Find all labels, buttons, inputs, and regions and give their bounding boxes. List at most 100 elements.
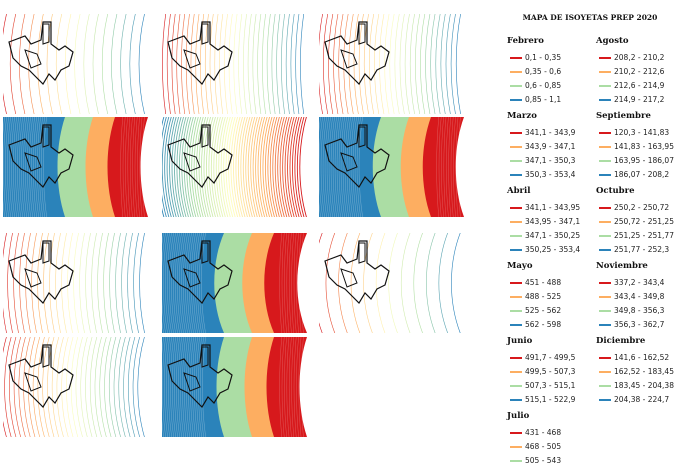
isohyet-line xyxy=(352,117,357,217)
legend-item: 214,9 - 217,2 xyxy=(596,93,682,107)
legend-item: 507,3 - 515,1 xyxy=(507,379,595,393)
legend-swatch xyxy=(510,71,522,73)
isohyet-line xyxy=(31,117,35,217)
isohyet-line xyxy=(21,117,25,217)
legend-item: 251,77 - 252,3 xyxy=(596,243,682,257)
legend-swatch xyxy=(599,57,611,59)
isohyet-line xyxy=(215,117,224,217)
legend-swatch xyxy=(599,371,611,373)
legend-swatch xyxy=(510,160,522,162)
municipality-outline xyxy=(183,242,209,288)
isohyet-line xyxy=(75,337,83,437)
legend-swatch xyxy=(599,146,611,148)
isohyet-line xyxy=(426,233,436,333)
isohyet-line xyxy=(274,117,283,217)
legend-swatch xyxy=(510,371,522,373)
isohyet-line xyxy=(300,14,305,114)
isohyet-line xyxy=(168,337,172,437)
isohyet-line xyxy=(328,14,334,114)
isohyet-line xyxy=(37,117,41,217)
legend-item-label: 451 - 488 xyxy=(525,278,562,287)
isohyet-line xyxy=(290,14,295,114)
region-boundary xyxy=(167,344,233,408)
legend-month-label: Octubre xyxy=(596,186,635,196)
isohyet-line xyxy=(171,233,176,333)
legend-column-left: Febrero 0,1 - 0,35 0,35 - 0,6 0,6 - 0,85 0,8… xyxy=(507,36,595,472)
legend-item: 356,3 - 362,7 xyxy=(596,318,682,332)
legend-item-label: 251,25 - 251,77 xyxy=(614,231,674,240)
legend-item: 204,38 - 224,7 xyxy=(596,393,682,407)
legend-group-agosto: Agosto 208,2 - 210,2 210,2 - 212,6 212,6 - … xyxy=(596,36,682,107)
isohyet-map-panel xyxy=(3,233,148,333)
isohyet-line xyxy=(262,117,271,217)
legend-swatch xyxy=(599,249,611,251)
isohyet-line xyxy=(162,117,167,217)
isohyet-line xyxy=(162,233,164,333)
isohyet-line xyxy=(123,337,131,437)
isohyet-line xyxy=(350,117,355,217)
isohyet-line xyxy=(363,233,373,333)
municipality-outline xyxy=(183,346,209,392)
isohyet-line xyxy=(85,233,91,333)
isohyet-line xyxy=(173,233,178,333)
legend-item-label: 186,07 - 208,2 xyxy=(614,170,670,179)
isohyet-line xyxy=(353,14,359,114)
municipality-outline xyxy=(340,126,366,172)
isohyet-line xyxy=(183,233,188,333)
legend-swatch xyxy=(510,221,522,223)
isohyet-map xyxy=(162,233,307,333)
legend-item: 341,1 - 343,95 xyxy=(507,201,595,215)
isohyet-line xyxy=(247,14,252,114)
isohyet-line xyxy=(164,117,172,217)
isohyet-line xyxy=(282,117,290,217)
isohyet-line xyxy=(267,117,275,217)
isohyet-line xyxy=(181,233,186,333)
isohyet-line xyxy=(272,117,280,217)
isohyet-line xyxy=(174,117,182,217)
legend-item-label: 163,95 - 186,07 xyxy=(614,156,674,165)
isohyet-line xyxy=(162,117,170,217)
legend-item: 251,25 - 251,77 xyxy=(596,229,682,243)
isohyet-line xyxy=(252,117,261,217)
legend-item: 141,83 - 163,95 xyxy=(596,140,682,154)
isohyet-line xyxy=(196,337,200,437)
isohyet-line xyxy=(67,233,73,333)
region-boundary xyxy=(8,21,74,85)
isohyet-line xyxy=(181,14,186,114)
isohyet-line xyxy=(172,337,176,437)
legend-swatch xyxy=(599,221,611,223)
isohyet-line xyxy=(379,14,385,114)
legend-swatch xyxy=(510,432,522,434)
isohyet-line xyxy=(252,14,257,114)
isohyet-line xyxy=(328,117,333,217)
isohyet-line xyxy=(17,117,21,217)
legend-item-label: 507,3 - 515,1 xyxy=(525,381,576,390)
legend-month-label: Agosto xyxy=(596,36,629,46)
legend: MAPA DE ISOYETAS PREP 2020 Febrero 0,1 - … xyxy=(505,0,682,465)
isohyet-line xyxy=(61,233,67,333)
isohyet-line xyxy=(323,14,329,114)
legend-group-julio: Julio 431 - 468 468 - 505 505 - 543 xyxy=(507,411,595,468)
legend-item-label: 120,3 - 141,83 xyxy=(614,128,670,137)
isohyet-map xyxy=(162,14,305,114)
legend-group-septiembre: Septiembre 120,3 - 141,83 141,83 - 163,95 1… xyxy=(596,111,682,182)
isohyet-line xyxy=(118,337,126,437)
isohyet-line xyxy=(420,14,426,114)
isohyet-line xyxy=(415,14,421,114)
legend-item: 451 - 488 xyxy=(507,276,595,290)
legend-swatch xyxy=(510,249,522,251)
isohyet-line xyxy=(193,117,202,217)
isohyet-line xyxy=(94,337,102,437)
legend-item: 343,95 - 347,1 xyxy=(507,215,595,229)
isohyet-line xyxy=(138,14,145,114)
isohyet-line xyxy=(186,117,194,217)
legend-item-label: 343,9 - 347,1 xyxy=(525,142,576,151)
isohyet-line xyxy=(450,14,456,114)
legend-item-label: 350,3 - 353,4 xyxy=(525,170,576,179)
isohyet-line xyxy=(185,233,190,333)
legend-item-label: 343,4 - 349,8 xyxy=(614,292,665,301)
region-outline xyxy=(8,344,74,408)
isohyet-line xyxy=(369,14,375,114)
legend-swatch xyxy=(510,446,522,448)
isohyet-map-panel xyxy=(162,233,307,333)
